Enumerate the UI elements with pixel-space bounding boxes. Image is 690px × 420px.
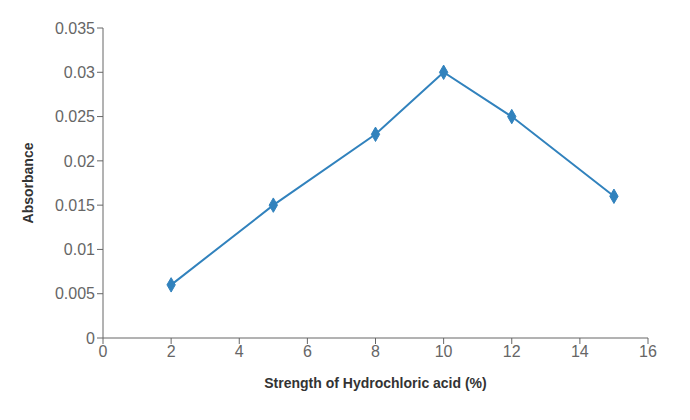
svg-text:8: 8 <box>371 343 380 360</box>
svg-text:12: 12 <box>503 343 521 360</box>
svg-text:10: 10 <box>435 343 453 360</box>
svg-text:4: 4 <box>235 343 244 360</box>
svg-text:0.035: 0.035 <box>55 20 95 37</box>
svg-text:0.005: 0.005 <box>55 285 95 302</box>
svg-text:0.01: 0.01 <box>64 241 95 258</box>
svg-text:2: 2 <box>167 343 176 360</box>
svg-text:Absorbance: Absorbance <box>20 142 36 223</box>
svg-text:16: 16 <box>639 343 657 360</box>
svg-text:0.03: 0.03 <box>64 64 95 81</box>
svg-text:Strength of Hydrochloric acid: Strength of Hydrochloric acid (%) <box>264 375 486 391</box>
svg-text:0.015: 0.015 <box>55 197 95 214</box>
svg-text:0: 0 <box>99 343 108 360</box>
svg-text:14: 14 <box>571 343 589 360</box>
svg-text:0.025: 0.025 <box>55 108 95 125</box>
svg-text:6: 6 <box>303 343 312 360</box>
svg-text:0.02: 0.02 <box>64 153 95 170</box>
svg-text:0: 0 <box>86 330 95 347</box>
